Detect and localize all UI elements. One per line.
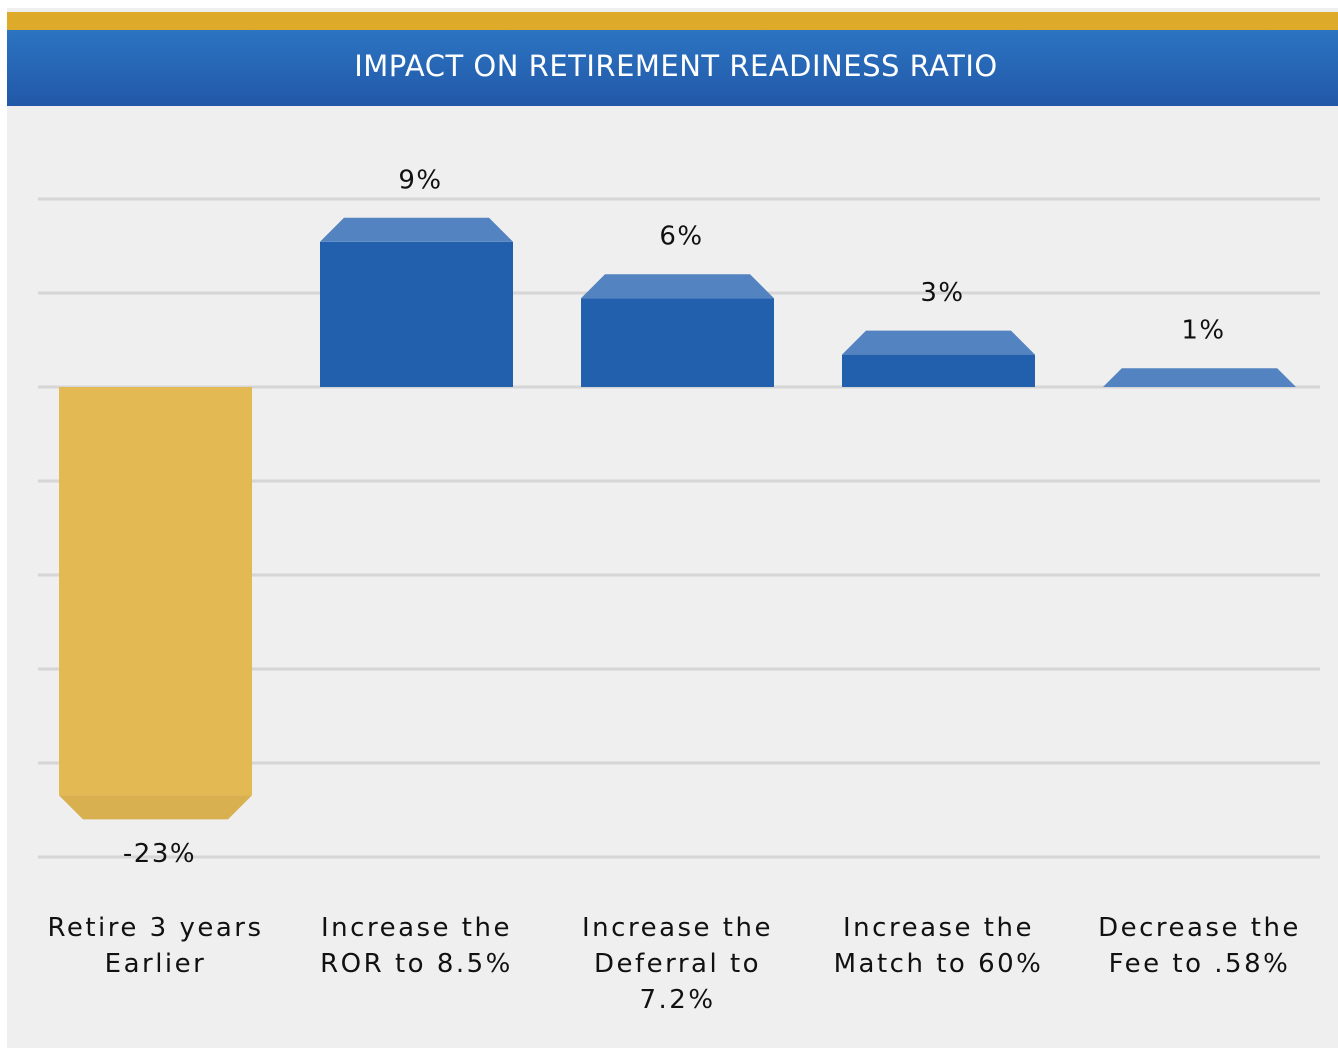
bar [1103,368,1296,387]
value-label: 6% [659,222,703,252]
bar-cap [842,330,1035,355]
value-label: 1% [1181,316,1225,346]
bar-cap [59,795,252,820]
header [7,30,1338,106]
value-label: 9% [398,165,442,195]
bar-body [581,298,774,387]
bar-cap [1103,368,1296,387]
x-tick-label: Increase the ROR to 8.5% [320,913,513,979]
bar-body [59,387,252,796]
bar-body [842,354,1035,387]
bar-cap [320,217,513,242]
value-label: 3% [920,278,964,308]
bar-cap [581,274,774,299]
bar [320,217,513,387]
value-label: -23% [123,839,196,869]
x-tick-label: Retire 3 years Earlier [47,913,264,979]
x-tick-label: Increase the Deferral to 7.2% [582,913,773,1015]
bar [842,330,1035,387]
header-stripe [7,12,1338,30]
bar [59,387,252,820]
x-tick-label: Decrease the Fee to .58% [1098,913,1301,979]
bar [581,274,774,387]
x-tick-label: Increase the Match to 60% [833,913,1044,979]
bar-body [320,241,513,387]
chart-title: IMPACT ON RETIREMENT READINESS RATIO [354,49,998,83]
